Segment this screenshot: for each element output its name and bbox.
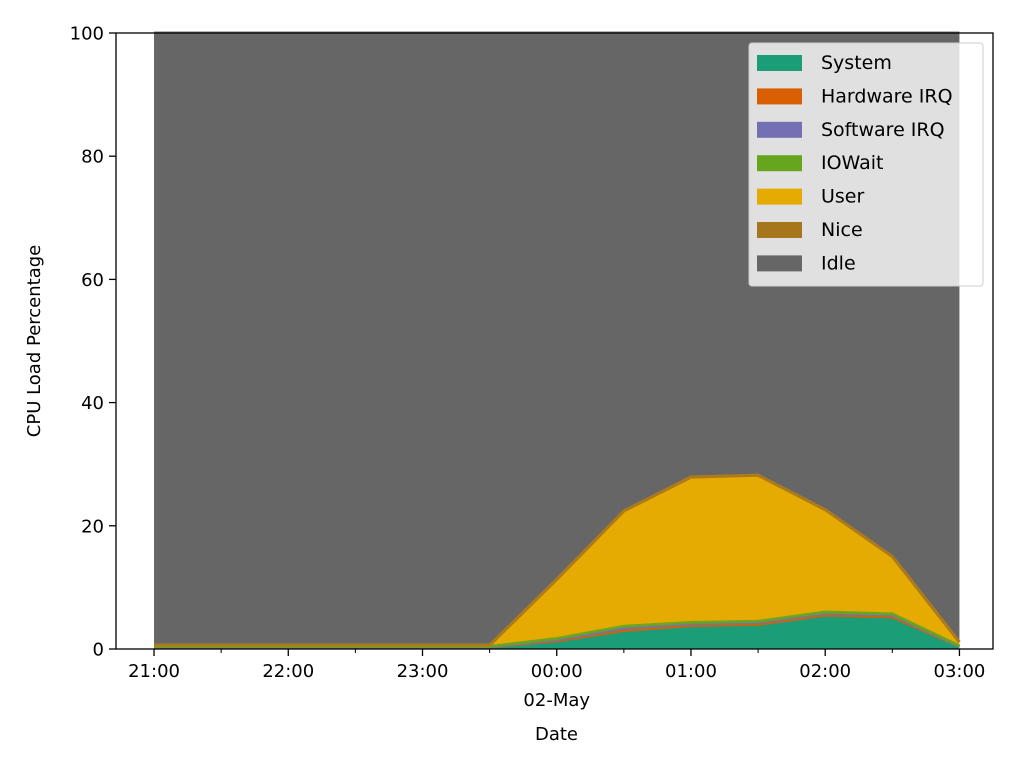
legend-box xyxy=(748,42,984,287)
legend-label-iowait: IOWait xyxy=(821,152,884,174)
y-tick-label: 0 xyxy=(93,640,104,661)
y-tick-label: 100 xyxy=(70,24,104,45)
x-axis-ticks: 21:00 22:00 23:00 00:00 02-May 01:00 02:00 03:0… xyxy=(128,649,985,711)
legend-swatch-idle xyxy=(757,255,802,272)
x-tick-label: 23:00 xyxy=(397,661,449,682)
chart-legend: System Hardware IRQ Software IRQ IOWait User… xyxy=(748,42,984,287)
legend-label-hardware-irq: Hardware IRQ xyxy=(821,85,953,107)
y-tick-label: 80 xyxy=(81,147,104,168)
x-tick-label: 02:00 xyxy=(799,661,851,682)
x-tick-label: 03:00 xyxy=(934,661,986,682)
x-tick-label: 22:00 xyxy=(262,661,314,682)
area-user xyxy=(154,475,960,647)
y-tick-label: 40 xyxy=(81,393,104,414)
plot-frame xyxy=(115,32,994,650)
legend-label-software-irq: Software IRQ xyxy=(821,119,945,141)
x-tick-label: 00:00 xyxy=(531,661,583,682)
y-tick-label: 60 xyxy=(81,270,104,291)
y-tick-label: 20 xyxy=(81,516,104,537)
area-system xyxy=(154,615,960,649)
x-tick-date-label: 02-May xyxy=(523,690,590,711)
legend-swatch-iowait xyxy=(757,155,802,172)
legend-label-user: User xyxy=(821,186,864,208)
x-axis-title: Date xyxy=(535,724,578,745)
y-axis-ticks: 0 20 40 60 80 100 xyxy=(70,24,116,661)
legend-swatch-nice xyxy=(757,222,802,238)
legend-swatch-system xyxy=(757,55,802,71)
line-nice xyxy=(154,473,961,647)
legend-label-nice: Nice xyxy=(821,219,863,241)
legend-label-system: System xyxy=(821,52,892,74)
legend-swatch-software-irq xyxy=(757,121,802,138)
legend-swatch-user xyxy=(757,188,802,205)
legend-label-idle: Idle xyxy=(821,252,856,274)
x-tick-label: 01:00 xyxy=(665,661,717,682)
legend-swatch-hardware-irq xyxy=(757,88,802,105)
y-axis-title: CPU Load Percentage xyxy=(24,245,45,437)
x-tick-label: 21:00 xyxy=(128,661,180,682)
